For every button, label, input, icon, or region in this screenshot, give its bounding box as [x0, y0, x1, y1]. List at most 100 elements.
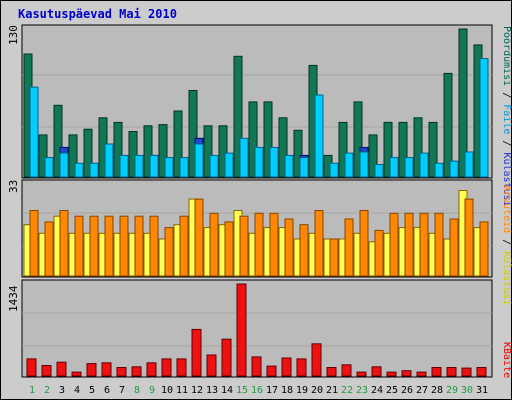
bar-kbaite — [356, 371, 367, 377]
bar-arvuteid — [164, 227, 174, 277]
bar-poordumisi — [443, 72, 453, 178]
bars-top — [23, 28, 489, 178]
bar-faile — [89, 162, 99, 178]
bar-arvuteid — [134, 215, 144, 277]
bar-kbaite — [296, 358, 307, 377]
bar-kbaite — [56, 361, 67, 377]
x-tick-label: 16 — [251, 385, 263, 396]
x-tick-label: 26 — [401, 385, 413, 396]
ytick-top: 130 — [7, 25, 20, 45]
bar-kbaite — [431, 367, 442, 377]
bar-arvuteid — [119, 215, 129, 277]
bar-faile — [284, 154, 294, 178]
bar-poordumisi — [38, 134, 48, 178]
bar-arvuteid — [179, 215, 189, 277]
bar-poordumisi — [458, 28, 468, 178]
bar-poordumisi — [248, 101, 258, 178]
bar-faile — [239, 137, 249, 178]
x-tick-label: 23 — [356, 385, 368, 396]
x-tick-label: 8 — [134, 385, 140, 396]
x-tick-label: 7 — [119, 385, 125, 396]
bar-poordumisi — [218, 125, 228, 178]
bar-faile — [209, 154, 219, 178]
bar-arvuteid — [254, 212, 264, 277]
bars-middle — [23, 190, 489, 277]
x-tick-label: 24 — [371, 385, 383, 396]
bar-arvuteid — [149, 215, 159, 277]
bar-kbaite — [266, 365, 277, 377]
bar-poordumisi — [293, 129, 303, 178]
bar-faile — [374, 164, 384, 178]
bar-arvuteid — [104, 215, 114, 277]
bar-kbaite — [221, 338, 232, 377]
bar-kbaite — [101, 362, 112, 377]
right-legend: Pöördumisi / Faile / Külastusi Arvuteid … — [501, 26, 512, 378]
bar-faile — [449, 160, 459, 178]
panel-bottom: 1434 — [7, 279, 493, 378]
bar-faile — [149, 154, 159, 178]
bar-kbaite — [341, 364, 352, 377]
legend-arvuteid: Arvuteid — [501, 185, 512, 233]
bar-faile — [224, 152, 234, 178]
bar-kbaite — [311, 343, 322, 377]
x-tick-label: 31 — [476, 385, 488, 396]
bar-kbaite — [206, 354, 217, 377]
bar-arvuteid — [194, 198, 204, 277]
bar-arvuteid — [479, 221, 489, 277]
bar-arvuteid — [359, 210, 369, 277]
bar-kbaite — [161, 358, 172, 377]
bar-poordumisi — [353, 101, 363, 178]
bar-arvuteid — [239, 215, 249, 277]
bar-poordumisi — [53, 104, 63, 178]
x-tick-label: 2 — [44, 385, 50, 396]
bar-poordumisi — [413, 117, 423, 178]
bar-faile — [104, 143, 114, 178]
bar-kbaite — [116, 367, 127, 377]
bar-faile — [314, 94, 324, 178]
bar-arvuteid — [449, 218, 459, 277]
bar-faile — [269, 146, 279, 178]
bar-arvuteid — [29, 210, 39, 277]
x-tick-label: 14 — [221, 385, 233, 396]
ytick-middle: 33 — [7, 180, 20, 193]
x-tick-label: 3 — [59, 385, 65, 396]
legend-kulastusi-mid: Külastusi — [501, 251, 512, 305]
bar-kbaite — [386, 371, 397, 377]
bar-poordumisi — [278, 117, 288, 178]
x-tick-label: 20 — [311, 385, 323, 396]
bar-faile — [299, 157, 309, 178]
bar-poordumisi — [188, 90, 198, 178]
chart-title: Kasutuspäevad Mai 2010 — [18, 7, 177, 21]
bar-kbaite — [86, 363, 97, 377]
panel-middle: 33 — [7, 179, 493, 278]
x-tick-label: 10 — [161, 385, 173, 396]
bar-poordumisi — [233, 55, 243, 178]
bar-faile — [134, 154, 144, 178]
bar-poordumisi — [128, 131, 138, 178]
bar-arvuteid — [74, 215, 84, 277]
bar-kbaite — [401, 370, 412, 377]
bar-kbaite — [41, 365, 52, 377]
bar-faile — [194, 143, 204, 178]
x-tick-label: 9 — [149, 385, 155, 396]
bar-faile — [44, 157, 54, 178]
bar-faile — [464, 151, 474, 178]
bar-arvuteid — [344, 218, 354, 277]
bar-arvuteid — [314, 210, 324, 277]
bar-faile — [404, 157, 414, 178]
bar-faile — [119, 154, 129, 178]
bar-arvuteid — [329, 238, 339, 277]
bar-poordumisi — [398, 121, 408, 178]
x-tick-label: 22 — [341, 385, 353, 396]
bar-arvuteid — [299, 224, 309, 277]
bar-arvuteid — [389, 212, 399, 277]
x-tick-label: 1 — [29, 385, 35, 396]
bar-poordumisi — [113, 121, 123, 178]
bar-arvuteid — [59, 210, 69, 277]
bar-kbaite — [236, 283, 247, 377]
bar-poordumisi — [173, 110, 183, 178]
x-tick-label: 18 — [281, 385, 293, 396]
bar-faile — [29, 86, 39, 178]
x-tick-label: 19 — [296, 385, 308, 396]
